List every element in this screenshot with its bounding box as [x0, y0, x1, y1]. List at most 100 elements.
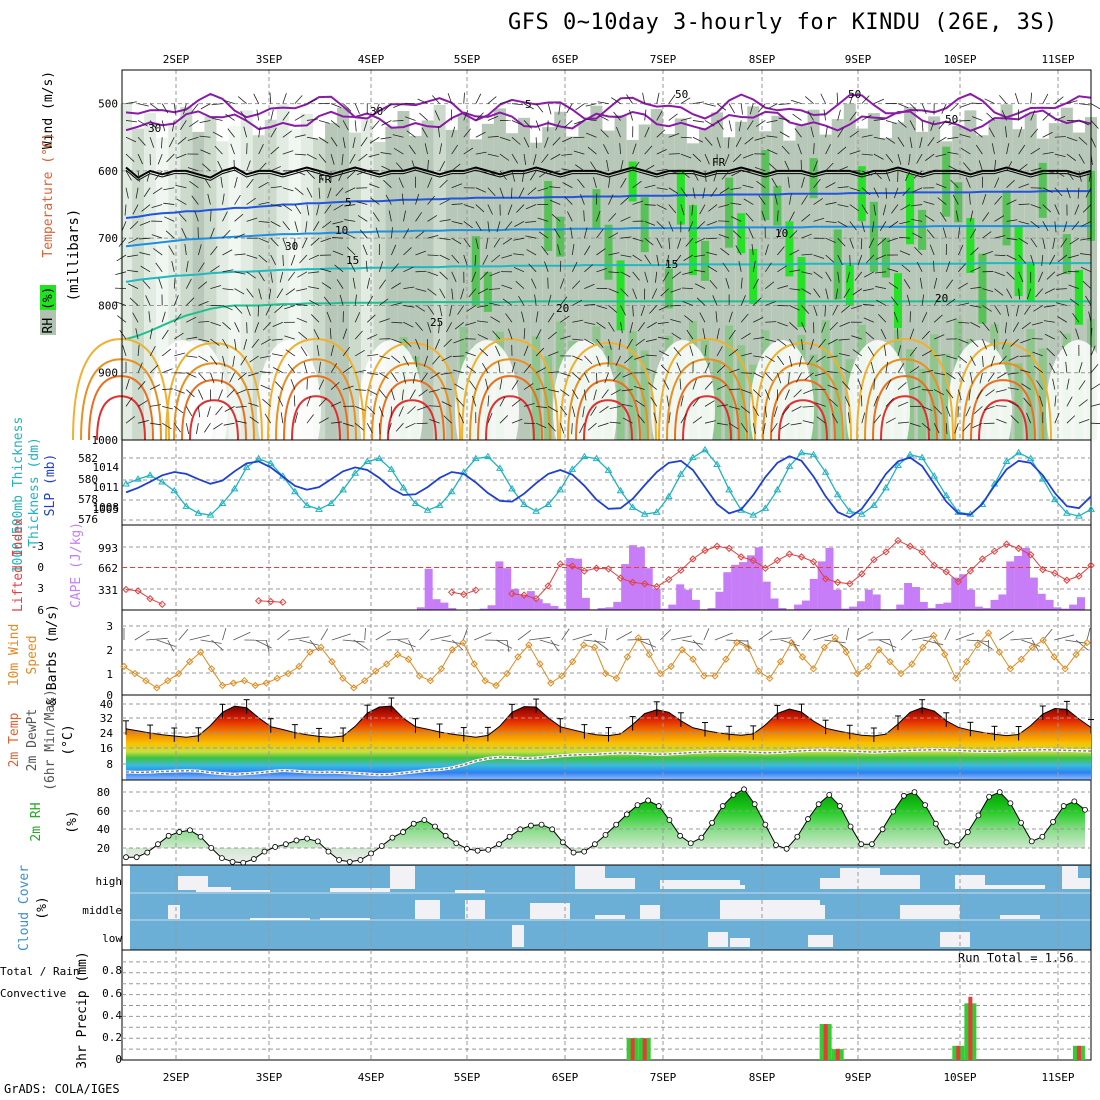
wind-barb [825, 288, 829, 300]
wind-barb [1072, 313, 1080, 323]
wind-barb [258, 181, 269, 189]
wind-barb [440, 372, 452, 375]
isotherm-warm-arch [181, 379, 247, 441]
wind-barb [982, 250, 993, 256]
surface-wind-barb [134, 630, 150, 641]
cloud-block [840, 868, 880, 889]
wind-barb [306, 153, 317, 160]
thickness-point [821, 468, 830, 475]
wind-barb [428, 389, 440, 393]
wind-barb [694, 254, 706, 258]
isotherm-warm-arch [954, 342, 1052, 441]
wind-barb [403, 286, 415, 290]
wind-barb [916, 153, 923, 164]
lifted-index-line [511, 540, 1092, 600]
wind-barb [825, 126, 828, 138]
slp-tick: 1011 [93, 481, 120, 494]
wind-barb [527, 187, 537, 196]
wind-barb [921, 350, 932, 357]
wind-barb [912, 232, 923, 239]
wind-barb [489, 302, 501, 306]
wind-barb [251, 338, 260, 349]
wind-tick: 3 [106, 620, 113, 633]
wind-barb [1077, 187, 1080, 199]
surface-wind-barb [517, 629, 532, 641]
wind-barb [391, 263, 399, 273]
wind-barb [656, 237, 663, 249]
wind-barb [1078, 120, 1090, 126]
wind-barb [752, 278, 759, 289]
wind-barb [290, 379, 296, 390]
wind-barb [777, 321, 788, 327]
wind-barb [873, 187, 880, 198]
wind-barb [861, 114, 872, 121]
isotherm-20 [125, 300, 1091, 341]
wind-barb [183, 103, 187, 115]
wind-barb [987, 372, 995, 382]
wind-barb [427, 305, 435, 315]
wind-barb [1021, 321, 1031, 330]
wind-barb [547, 331, 557, 340]
wind-speed-point [350, 684, 358, 692]
wind-barb [330, 120, 340, 128]
rh-line [126, 788, 1086, 864]
wind-speed-point [831, 634, 840, 642]
wind-barb [765, 321, 777, 323]
rh-point [272, 844, 279, 850]
wind-barb [765, 301, 776, 306]
lifted-index-point [146, 594, 154, 603]
thickness-point [508, 484, 516, 492]
wind-barb [801, 305, 810, 314]
thickness-point [749, 511, 758, 518]
surface-wind-barb [824, 639, 846, 644]
wind-barb [790, 99, 802, 105]
wind-barb [731, 216, 742, 222]
wind-barb [618, 339, 621, 351]
wind-barb [294, 170, 306, 176]
rh-shade-high [556, 216, 565, 257]
wind-barb [716, 346, 723, 357]
wind-barb [254, 322, 260, 333]
isotherm-15 [125, 262, 1091, 283]
rh-shade-high [616, 260, 625, 331]
wind-barb [356, 201, 368, 205]
wind-barb [704, 362, 710, 373]
wind-barb [1042, 204, 1052, 213]
rh-point [943, 839, 950, 846]
wind-barb [339, 294, 344, 306]
rh-point [368, 850, 374, 857]
cape-bar [495, 561, 504, 610]
wind-barb [451, 254, 460, 264]
precip-tick: 0 [115, 1053, 122, 1066]
wind-barb [970, 338, 979, 348]
wind-barb [1065, 361, 1068, 373]
rh-point [155, 841, 161, 848]
wind-barb [223, 100, 235, 105]
wind-barb [629, 109, 634, 121]
wind-barb [249, 355, 259, 363]
wind-barb [909, 422, 921, 427]
wind-barb [1006, 143, 1010, 155]
wind-barb [1012, 322, 1019, 333]
wind-barb [691, 204, 694, 216]
rh-shade-low [1038, 348, 1047, 440]
wind-barb [976, 389, 983, 400]
wind-speed-point [700, 672, 708, 680]
wind-barb [1018, 271, 1024, 283]
lifted-index-point [833, 578, 842, 587]
cape-bar [778, 607, 787, 610]
footer-credit: GrADS: COLA/IGES [4, 1082, 120, 1096]
wind-barb [934, 354, 946, 357]
wind-barb [825, 202, 837, 205]
cape-bar [432, 599, 441, 610]
wind-barb [354, 120, 357, 132]
wind-barb [849, 111, 857, 121]
wind-barb [299, 254, 308, 264]
rh-point [751, 801, 758, 808]
wind-barb [837, 109, 841, 121]
lifted-index-point [653, 582, 661, 591]
rh-point [506, 833, 513, 840]
wind-barb [899, 220, 911, 225]
wind-barb [640, 305, 646, 316]
thickness-point [230, 484, 239, 492]
